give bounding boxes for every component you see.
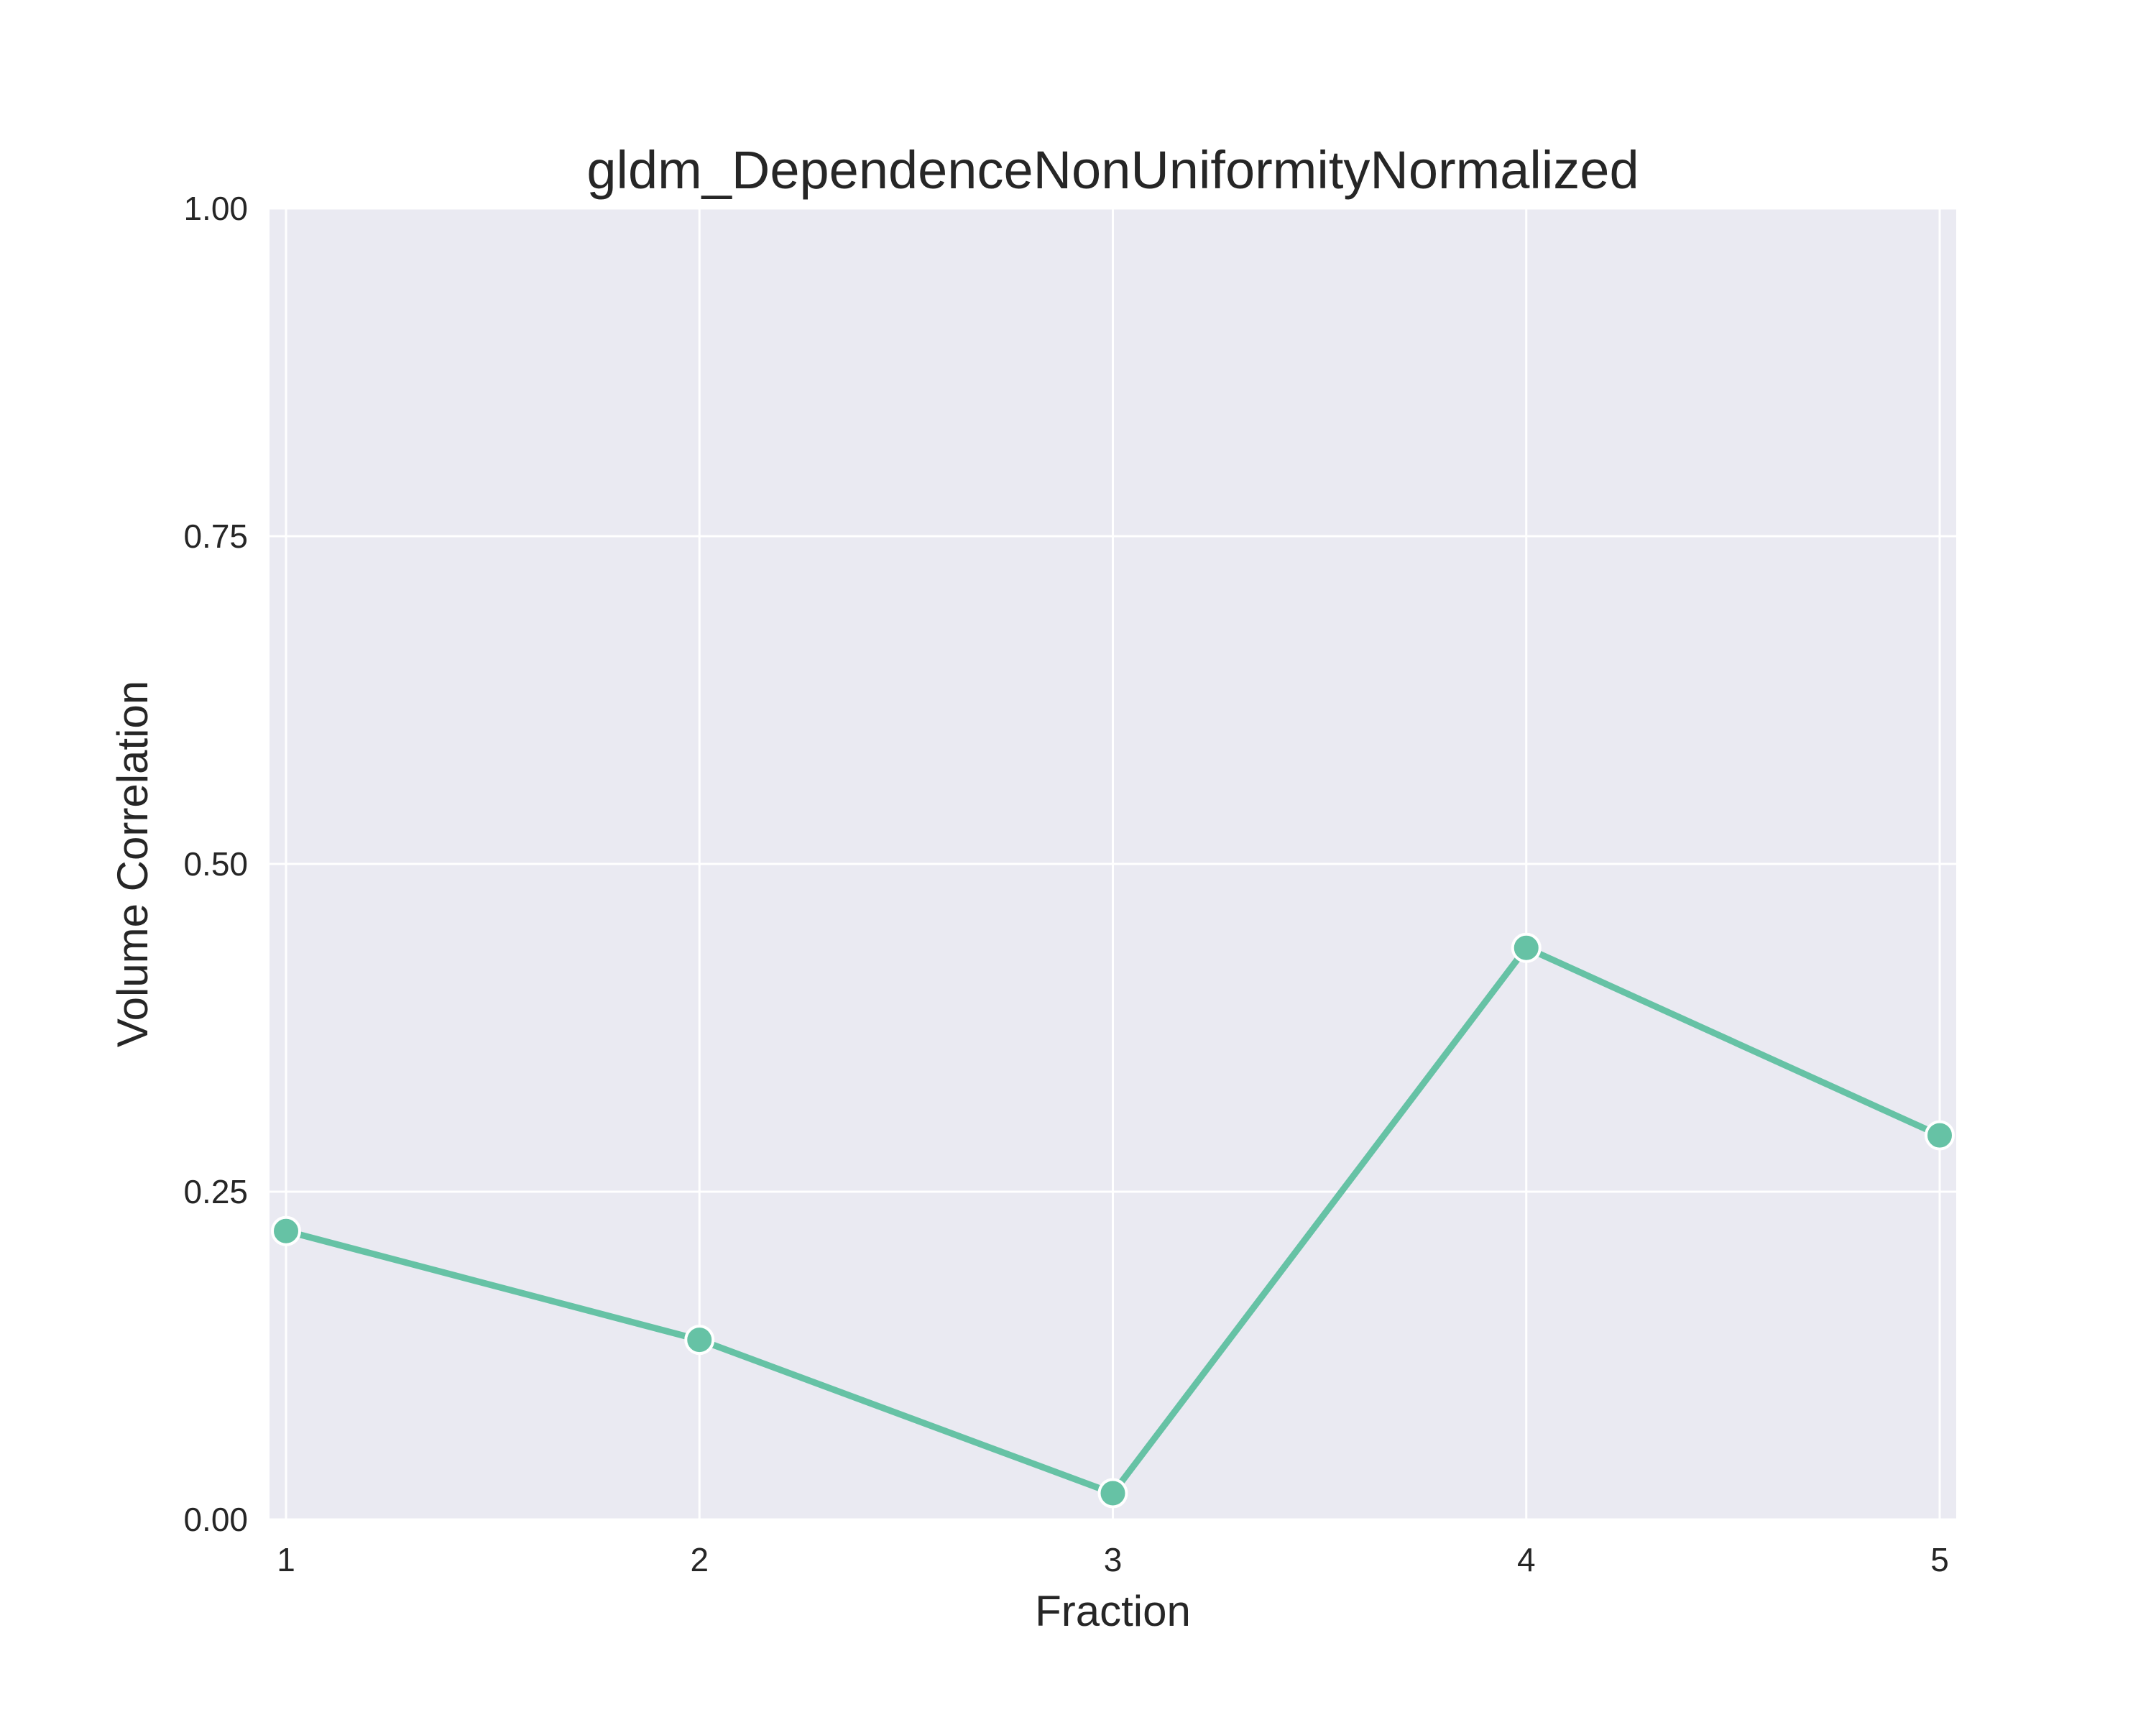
x-tick-label-5: 5	[1930, 1541, 1949, 1578]
y-tick-label-4: 0.75	[183, 518, 248, 555]
data-point-2	[684, 1325, 715, 1356]
y-axis-label: Volume Correlation	[109, 681, 157, 1047]
data-point-3	[1097, 1478, 1128, 1509]
x-tick-label-1: 1	[277, 1541, 295, 1578]
x-tick-label-4: 4	[1517, 1541, 1536, 1578]
chart-title: gldm_DependenceNonUniformityNormalized	[586, 140, 1639, 200]
y-tick-label-2: 0.25	[183, 1173, 248, 1210]
y-tick-label-1: 0.00	[183, 1501, 248, 1538]
tick-labels: 1 2 3 4 5 0.00 0.25 0.50 0.75 1.00	[183, 190, 1948, 1578]
y-tick-label-5: 1.00	[183, 190, 248, 227]
x-tick-label-2: 2	[690, 1541, 709, 1578]
y-tick-label-3: 0.50	[183, 845, 248, 883]
grid	[270, 207, 1956, 1521]
x-axis-label: Fraction	[1035, 1587, 1191, 1635]
data-point-1	[271, 1215, 302, 1246]
series	[271, 932, 1955, 1509]
data-point-5	[1924, 1120, 1955, 1151]
x-tick-label-3: 3	[1104, 1541, 1123, 1578]
data-point-4	[1511, 932, 1542, 963]
